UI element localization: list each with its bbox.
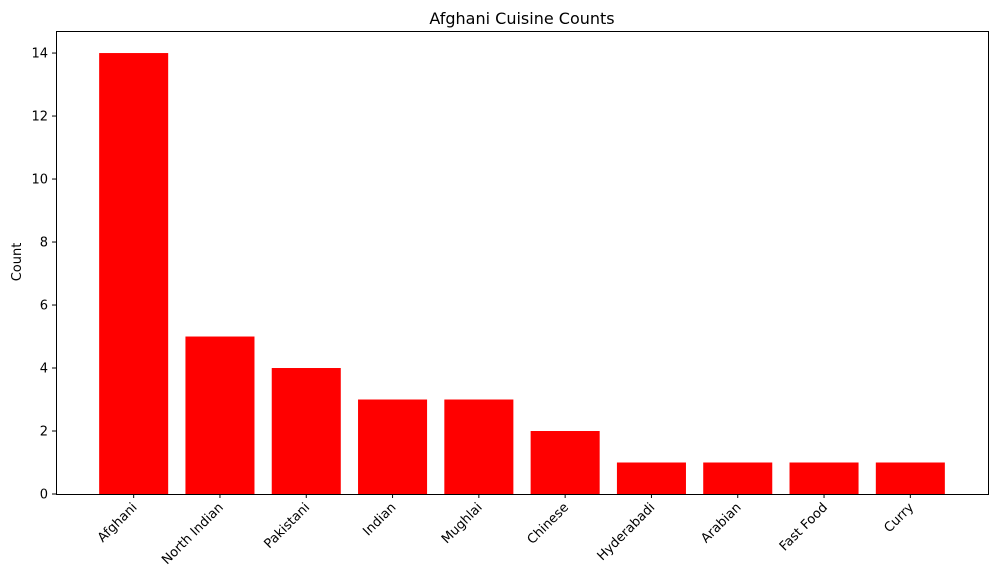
bar-afghani	[99, 53, 169, 495]
y-tick-label: 10	[31, 173, 48, 188]
y-tick-label: 6	[40, 299, 48, 314]
x-tick-label: Pakistani	[261, 500, 313, 552]
chart-title: Afghani Cuisine Counts	[429, 9, 614, 28]
x-axis-ticks: Afghani North Indian Pakistani Indian Mughla…	[95, 494, 917, 568]
bar-mughlai	[444, 399, 514, 494]
y-tick-label: 2	[40, 425, 48, 440]
x-tick-label: Chinese	[525, 500, 572, 547]
y-tick-label: 8	[40, 236, 48, 251]
y-tick-label: 4	[40, 362, 48, 377]
x-tick-label: Curry	[881, 500, 917, 536]
bar-chinese	[530, 431, 600, 494]
bar-indian	[358, 399, 428, 494]
y-tick-label: 0	[40, 488, 48, 503]
plot-frame	[56, 31, 989, 495]
x-tick-label: Afghani	[95, 500, 140, 545]
y-tick-label: 14	[31, 47, 48, 62]
y-axis-ticks: 0 2 4 6 8 10 12 14	[31, 47, 56, 503]
bar-pakistani	[271, 368, 341, 494]
bar-hyderabadi	[616, 462, 686, 494]
x-tick-label: Arabian	[698, 500, 744, 546]
y-tick-label: 12	[31, 110, 48, 125]
y-axis-label: Count	[10, 243, 25, 282]
x-tick-label: Hyderabadi	[595, 500, 659, 564]
bar-curry	[875, 462, 945, 494]
bar-fast-food	[789, 462, 859, 494]
x-tick-label: North Indian	[159, 500, 227, 568]
x-tick-label: Mughlai	[439, 500, 486, 547]
x-tick-label: Indian	[360, 500, 399, 539]
bar-north-indian	[185, 336, 255, 494]
bar-arabian	[703, 462, 773, 494]
x-tick-label: Fast Food	[777, 500, 831, 554]
bars-group	[99, 53, 945, 495]
